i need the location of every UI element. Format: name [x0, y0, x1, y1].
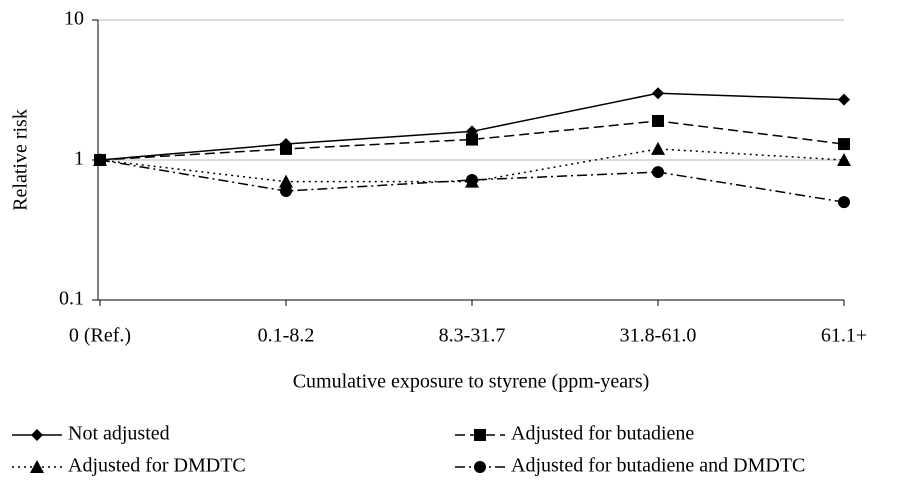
x-tick-label: 61.1+	[821, 325, 867, 347]
marker	[94, 154, 106, 166]
series-line	[99, 120, 845, 161]
marker	[280, 142, 292, 155]
marker	[652, 166, 664, 179]
y-tick-label: 10	[64, 8, 84, 30]
marker	[837, 153, 851, 166]
y-tick-label: 1	[74, 148, 84, 170]
marker	[838, 196, 850, 209]
marker	[279, 174, 293, 188]
marker	[838, 138, 850, 151]
legend-marker	[30, 460, 44, 473]
marker	[652, 114, 664, 127]
legend-label: Not adjusted	[68, 423, 170, 445]
marker	[652, 87, 664, 100]
y-tick-label: 0.1	[59, 288, 84, 310]
x-tick-label: 0.1-8.2	[258, 325, 315, 347]
marker	[651, 141, 665, 155]
legend-label: Adjusted for butadiene	[511, 423, 694, 445]
legend-marker	[474, 429, 486, 441]
marker	[838, 93, 850, 106]
legend-marker	[474, 461, 486, 473]
legend-label: Adjusted for butadiene and DMDTC	[511, 455, 805, 477]
marker	[466, 173, 478, 186]
y-axis-label: Relative risk	[10, 109, 32, 211]
legend-marker	[31, 429, 43, 441]
x-axis-label: Cumulative exposure to styrene (ppm-year…	[293, 371, 650, 393]
legend-label: Adjusted for DMDTC	[68, 455, 246, 477]
x-tick-label: 31.8-61.0	[620, 325, 697, 347]
marker	[466, 133, 478, 146]
x-tick-label: 0 (Ref.)	[69, 325, 131, 347]
marker	[280, 185, 292, 198]
x-tick-label: 8.3-31.7	[439, 325, 506, 347]
